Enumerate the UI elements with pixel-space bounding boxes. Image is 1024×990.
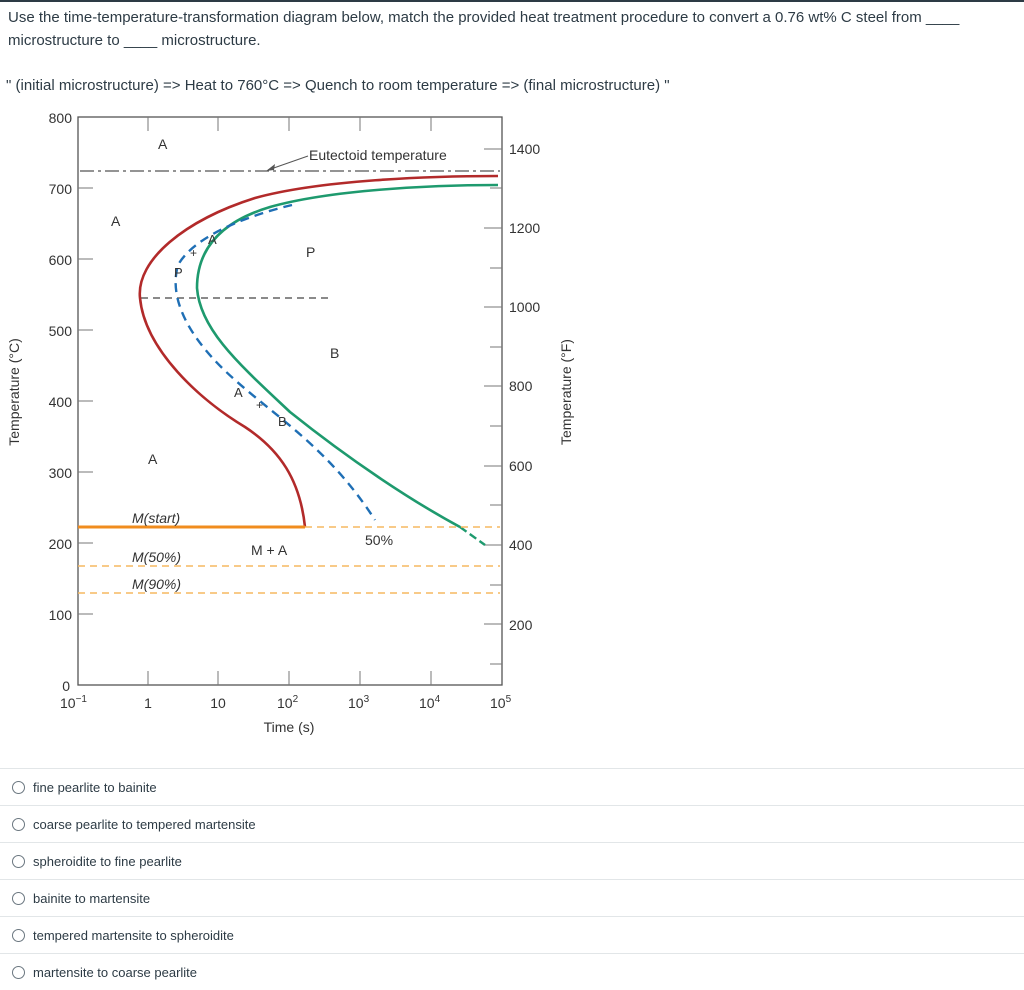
- x-tick-3: 102: [277, 694, 299, 711]
- finish-curve: [195, 183, 499, 529]
- top-border: [0, 0, 1024, 2]
- eutectoid-arrow: [267, 155, 309, 171]
- finish-curve-extension: [459, 526, 486, 546]
- x-tick-2: 10: [210, 695, 226, 711]
- answer-label[interactable]: coarse pearlite to tempered martensite: [33, 816, 256, 832]
- left-y-ticks: [78, 187, 93, 615]
- label-b-dash: B: [278, 414, 287, 429]
- label-fifty-percent: 50%: [365, 532, 393, 548]
- x-tick-1: 1: [144, 695, 152, 711]
- radio-button[interactable]: [12, 928, 25, 942]
- y-axis-label-left: Temperature (°C): [6, 338, 22, 446]
- radio-button[interactable]: [12, 817, 25, 831]
- x-tick-6: 105: [490, 694, 512, 711]
- right-tick-1200: 1200: [509, 220, 540, 236]
- procedure-text: " (initial microstructure) => Heat to 76…: [6, 77, 670, 94]
- right-tick-600: 600: [509, 458, 533, 474]
- ttt-diagram: 800 700 600 500 400 300 200 100 0 1400 1…: [6, 110, 574, 735]
- label-m-start: M(start): [132, 510, 180, 526]
- label-m-90: M(90%): [132, 576, 181, 592]
- right-tick-800: 800: [509, 378, 533, 394]
- label-b-region: B: [330, 345, 339, 361]
- right-tick-400: 400: [509, 537, 533, 553]
- label-a-dash-upper: A: [208, 232, 217, 247]
- label-plus-lower: +: [256, 398, 263, 412]
- x-tick-0: 10−1: [60, 694, 87, 711]
- x-tick-5: 104: [419, 694, 441, 711]
- radio-button[interactable]: [12, 891, 25, 905]
- answer-option[interactable]: martensite to coarse pearlite: [0, 953, 1024, 990]
- left-tick-800: 800: [49, 110, 73, 126]
- label-a-dash-lower: A: [234, 385, 243, 400]
- answer-option[interactable]: tempered martensite to spheroidite: [0, 916, 1024, 953]
- answer-option[interactable]: coarse pearlite to tempered martensite: [0, 805, 1024, 842]
- answer-label[interactable]: tempered martensite to spheroidite: [33, 927, 234, 943]
- left-tick-100: 100: [49, 607, 73, 623]
- label-m-50: M(50%): [132, 549, 181, 565]
- left-tick-600: 600: [49, 252, 73, 268]
- radio-button[interactable]: [12, 780, 25, 794]
- answer-option[interactable]: fine pearlite to bainite: [0, 768, 1024, 805]
- label-a-top: A: [158, 136, 168, 152]
- answer-option[interactable]: spheroidite to fine pearlite: [0, 842, 1024, 879]
- left-tick-400: 400: [49, 394, 73, 410]
- left-tick-0: 0: [62, 678, 70, 694]
- label-m-plus-a: M + A: [251, 542, 288, 558]
- y-axis-label-right: Temperature (°F): [558, 339, 574, 445]
- answer-label[interactable]: spheroidite to fine pearlite: [33, 853, 182, 869]
- answer-list: fine pearlite to bainite coarse pearlite…: [0, 768, 1024, 990]
- label-p-dash: P: [174, 265, 183, 280]
- label-p-region: P: [306, 244, 315, 260]
- right-tick-200: 200: [509, 617, 533, 633]
- left-tick-300: 300: [49, 465, 73, 481]
- answer-option[interactable]: bainite to martensite: [0, 879, 1024, 916]
- start-curve: [138, 174, 499, 528]
- label-a-left: A: [111, 213, 121, 229]
- left-tick-500: 500: [49, 323, 73, 339]
- radio-button[interactable]: [12, 854, 25, 868]
- left-tick-200: 200: [49, 536, 73, 552]
- eutectoid-arrowhead: [266, 164, 275, 171]
- label-a-lower: A: [148, 451, 158, 467]
- right-tick-1000: 1000: [509, 299, 540, 315]
- question-text: Use the time-temperature-transformation …: [8, 9, 960, 49]
- answer-label[interactable]: bainite to martensite: [33, 890, 151, 906]
- fifty-percent-curve: [174, 203, 377, 521]
- answer-label[interactable]: fine pearlite to bainite: [33, 779, 157, 795]
- label-eutectoid: Eutectoid temperature: [309, 147, 447, 163]
- label-plus-upper: +: [190, 246, 197, 260]
- right-tick-1400: 1400: [509, 141, 540, 157]
- left-tick-700: 700: [49, 181, 73, 197]
- right-y-ticks: [484, 148, 502, 665]
- x-decade-ticks: [147, 117, 432, 685]
- radio-button[interactable]: [12, 965, 25, 979]
- x-tick-4: 103: [348, 694, 370, 711]
- x-axis-label: Time (s): [264, 719, 315, 735]
- answer-label[interactable]: martensite to coarse pearlite: [33, 964, 198, 980]
